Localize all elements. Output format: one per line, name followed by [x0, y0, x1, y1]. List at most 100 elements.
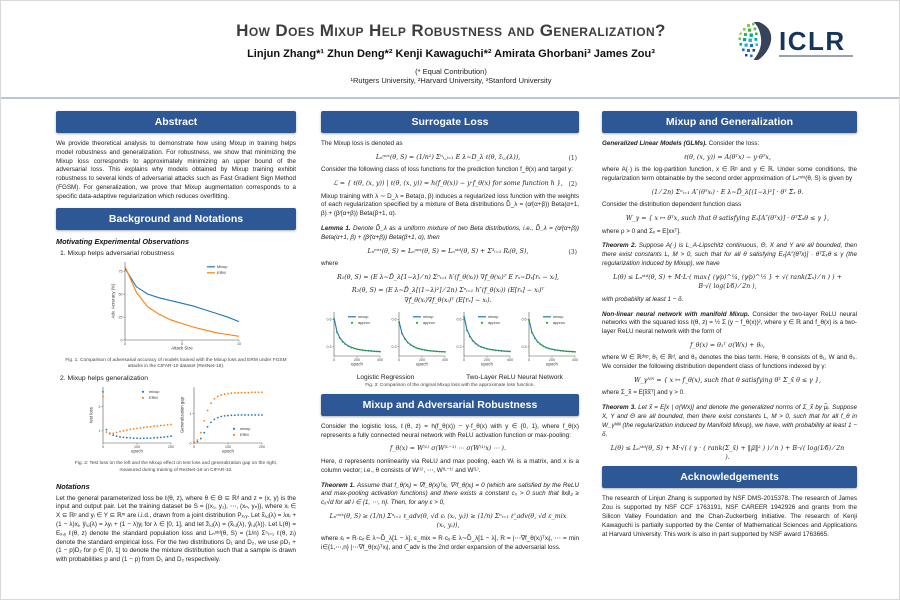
surrogate-p3: Mixup training with λ ∼ D_λ = Beta(α, β)… [321, 192, 579, 218]
notations-heading: Notations [56, 481, 90, 491]
theorem-2: Theorem 2. Suppose A(·) is L_A-Lipschitz… [602, 242, 858, 267]
glm-regularization-equation: (1 ⁄ 2n) Σⁿᵢ₌₁ A″(θᵀxᵢ) · E λ∼D̃_λ[(1−λ)… [651, 188, 804, 196]
fig1-chart: 0 5 10 0 25 50 75 Attack Size Adv. Accuracy (%) M… [110, 259, 242, 356]
equation-r1: R₁(θ, S) = (E λ∼D̃_λ[1−λ] ⁄ n) Σⁿᵢ₌₁ h′(… [336, 273, 560, 281]
svg-text:mixup: mixup [553, 314, 563, 319]
fig1-caption: Fig. 1: Comparison of adversarial accura… [65, 357, 287, 370]
iclr-logo-text: ICLR [779, 26, 846, 56]
svg-text:0.3: 0.3 [326, 345, 331, 349]
svg-text:0: 0 [463, 358, 465, 362]
svg-text:0: 0 [121, 338, 123, 342]
svg-text:mixup: mixup [358, 314, 368, 319]
svg-text:epoch: epoch [351, 362, 363, 367]
svg-text:mixup: mixup [240, 426, 250, 431]
section-header-adversarial: Mixup and Adversarial Robustness [321, 393, 579, 416]
equation-1: Lₙᵐⁱˣ(θ, S) = (1/n²) Σⁿᵢ,ⱼ₌₁ E λ∼D_λ ℓ(θ… [375, 153, 577, 162]
svg-text:approx: approx [488, 320, 500, 325]
svg-text:100: 100 [134, 445, 140, 449]
acknowledgements-text: The research of Linjun Zhang is supporte… [602, 495, 857, 538]
svg-text:200: 200 [259, 445, 265, 449]
svg-text:approx: approx [358, 320, 370, 325]
svg-text:0.6: 0.6 [326, 318, 331, 322]
svg-text:mixup: mixup [488, 314, 498, 319]
nn-equation-2: W_γᴺᴺ = { x ↦ f_θ(x), such that θ satisf… [634, 377, 821, 384]
section-header-generalization: Mixup and Generalization [602, 111, 857, 133]
adversarial-p1: Consider the logistic loss, ℓ(θ, z) = h(… [321, 422, 579, 439]
observation-2: 2. Mixup helps generalization [60, 375, 149, 383]
svg-text:0: 0 [333, 358, 335, 362]
theorem-3: Theorem 3. Let x̃ = E[x | σ(Wx)] and den… [602, 404, 858, 438]
glm-p2: where A(·) is the log-partition function… [602, 166, 857, 183]
glm-intro: Generalized Linear Models (GLMs). Consid… [602, 140, 760, 147]
svg-text:test loss: test loss [88, 407, 93, 423]
section-header-abstract: Abstract [56, 111, 296, 133]
theorem-1-equation: Lₙᵐⁱˣ(θ, S) ≥ (1/n) Σⁿᵢ₌₁ ℓ_adv(θ, √d εᵢ… [329, 512, 567, 530]
header-divider [1, 97, 899, 99]
nn-where: where Σ_x̃ = E[x̃x̃ᵀ] and γ > 0. [602, 389, 685, 397]
svg-text:ERM: ERM [149, 395, 158, 400]
svg-text:200: 200 [484, 358, 490, 362]
surrogate-p1: The Mixup loss is denoted as [321, 140, 403, 147]
nn-intro: Non-linear neural network with manifold … [602, 310, 858, 336]
theorem-3-equation: L(θ) ≤ Lₙˢᵗᵈ(θ, S) + M·√( ( γ · ( rank(Σ… [610, 444, 845, 461]
section-header-surrogate: Surrogate Loss [321, 111, 579, 133]
equation-3: Lₙᵐⁱˣ(θ, S) ≈ Lₙᵃᵖˣ(θ, S) = Lₙˢᵗᵈ(θ, S) … [367, 247, 577, 256]
svg-text:400: 400 [442, 358, 448, 362]
svg-text:ERM: ERM [217, 270, 226, 275]
fig3-label-relu: Two-Layer ReLU Neural Network [466, 374, 563, 382]
svg-text:0: 0 [193, 445, 195, 449]
svg-text:ERM: ERM [240, 432, 249, 437]
iclr-head-dots-icon [738, 23, 761, 58]
theorem-3-label: Theorem 3. [602, 404, 636, 412]
fig3-group-labels: Logistic Regression Two-Layer ReLU Neura… [321, 374, 579, 381]
fig3b-chart: 0 200 400 0.3 0.6 epoch mixup approx [388, 309, 448, 372]
svg-text:200: 200 [354, 358, 360, 362]
motivating-heading: Motivating Experimental Observations [56, 236, 189, 246]
lemma-1: Lemma 1. Denote D̃_λ as a uniform mixtur… [321, 224, 580, 241]
theorem-2-tail: with probability at least 1 − δ. [602, 295, 684, 303]
equation-3-number: (3) [568, 248, 578, 256]
abstract-text: We provide theoretical analysis to demon… [56, 140, 296, 200]
svg-text:0.3: 0.3 [521, 345, 526, 349]
iclr-head-profile-icon [753, 22, 772, 60]
equal-contribution-note: (* Equal Contribution) [415, 67, 487, 76]
glm-equation: ℓ(θ, (x, y)) = A(θᵀx) − y·θᵀx, [684, 153, 771, 161]
svg-text:50: 50 [119, 292, 123, 296]
authors-line: Linjun Zhang*¹ Zhun Deng*² Kenji Kawaguc… [247, 48, 655, 60]
right-column: Mixup and Generalization Generalized Lin… [602, 111, 857, 545]
section-header-acknowledgements: Acknowledgements [602, 466, 857, 489]
fig3-caption: Fig. 3: Comparison of the original Mixup… [365, 383, 535, 389]
svg-text:0.6: 0.6 [456, 318, 461, 322]
svg-text:200: 200 [549, 358, 555, 362]
fig2a-chart: 0 100 200 1 2 epoch test loss mixup ERM [88, 384, 174, 459]
theorem-1: Theorem 1. Assume that f_θ(xᵢ) = ∇f_θ(xᵢ… [321, 481, 580, 507]
svg-text:0.6: 0.6 [391, 318, 396, 322]
svg-text:0.6: 0.6 [521, 318, 526, 322]
svg-text:5: 5 [181, 342, 183, 346]
fig3a-chart: 0 200 400 0.3 0.6 epoch mixup approx [323, 309, 383, 372]
svg-text:100: 100 [225, 445, 231, 449]
svg-text:1: 1 [98, 429, 100, 433]
theorem-1-where: where εᵢ = R·cₓ·E λ∼D̃_λ[1 − λ], ε_mix =… [321, 534, 579, 551]
svg-text:Adv. Accuracy (%): Adv. Accuracy (%) [111, 283, 116, 318]
equation-2: ℒ = { ℓ(θ, (x, y)) | ℓ(θ, (x, y)) = h(f_… [333, 180, 577, 189]
svg-text:400: 400 [572, 358, 578, 362]
svg-text:0: 0 [102, 445, 104, 449]
theorem-1-label: Theorem 1. [321, 481, 355, 489]
observation-1: 1. Mixup helps adversarial robustness [60, 249, 175, 257]
svg-text:10: 10 [237, 342, 241, 346]
svg-text:400: 400 [377, 358, 383, 362]
svg-text:0: 0 [398, 358, 400, 362]
fig2-caption: Fig. 2: Test loss on the left and the Mi… [74, 461, 278, 473]
svg-text:0.3: 0.3 [391, 345, 396, 349]
svg-text:approx: approx [553, 320, 565, 325]
svg-text:0.3: 0.3 [456, 345, 461, 349]
svg-text:75: 75 [119, 269, 123, 273]
where-label: where [321, 260, 339, 267]
affiliations-line: ¹Rutgers University, ²Harvard University… [350, 76, 552, 85]
function-class-equation: W_γ = { x ↦ θᵀx, such that θ satisfying … [625, 215, 830, 223]
iclr-logo: ICLR [738, 22, 853, 60]
fig3-label-logistic: Logistic Regression [356, 374, 415, 382]
svg-text:1: 1 [189, 412, 191, 416]
nn-p2: where W ∈ ℝᵈˣᵖ, θ₁ ∈ ℝᵈ, and θ₀ denotes … [602, 354, 857, 371]
